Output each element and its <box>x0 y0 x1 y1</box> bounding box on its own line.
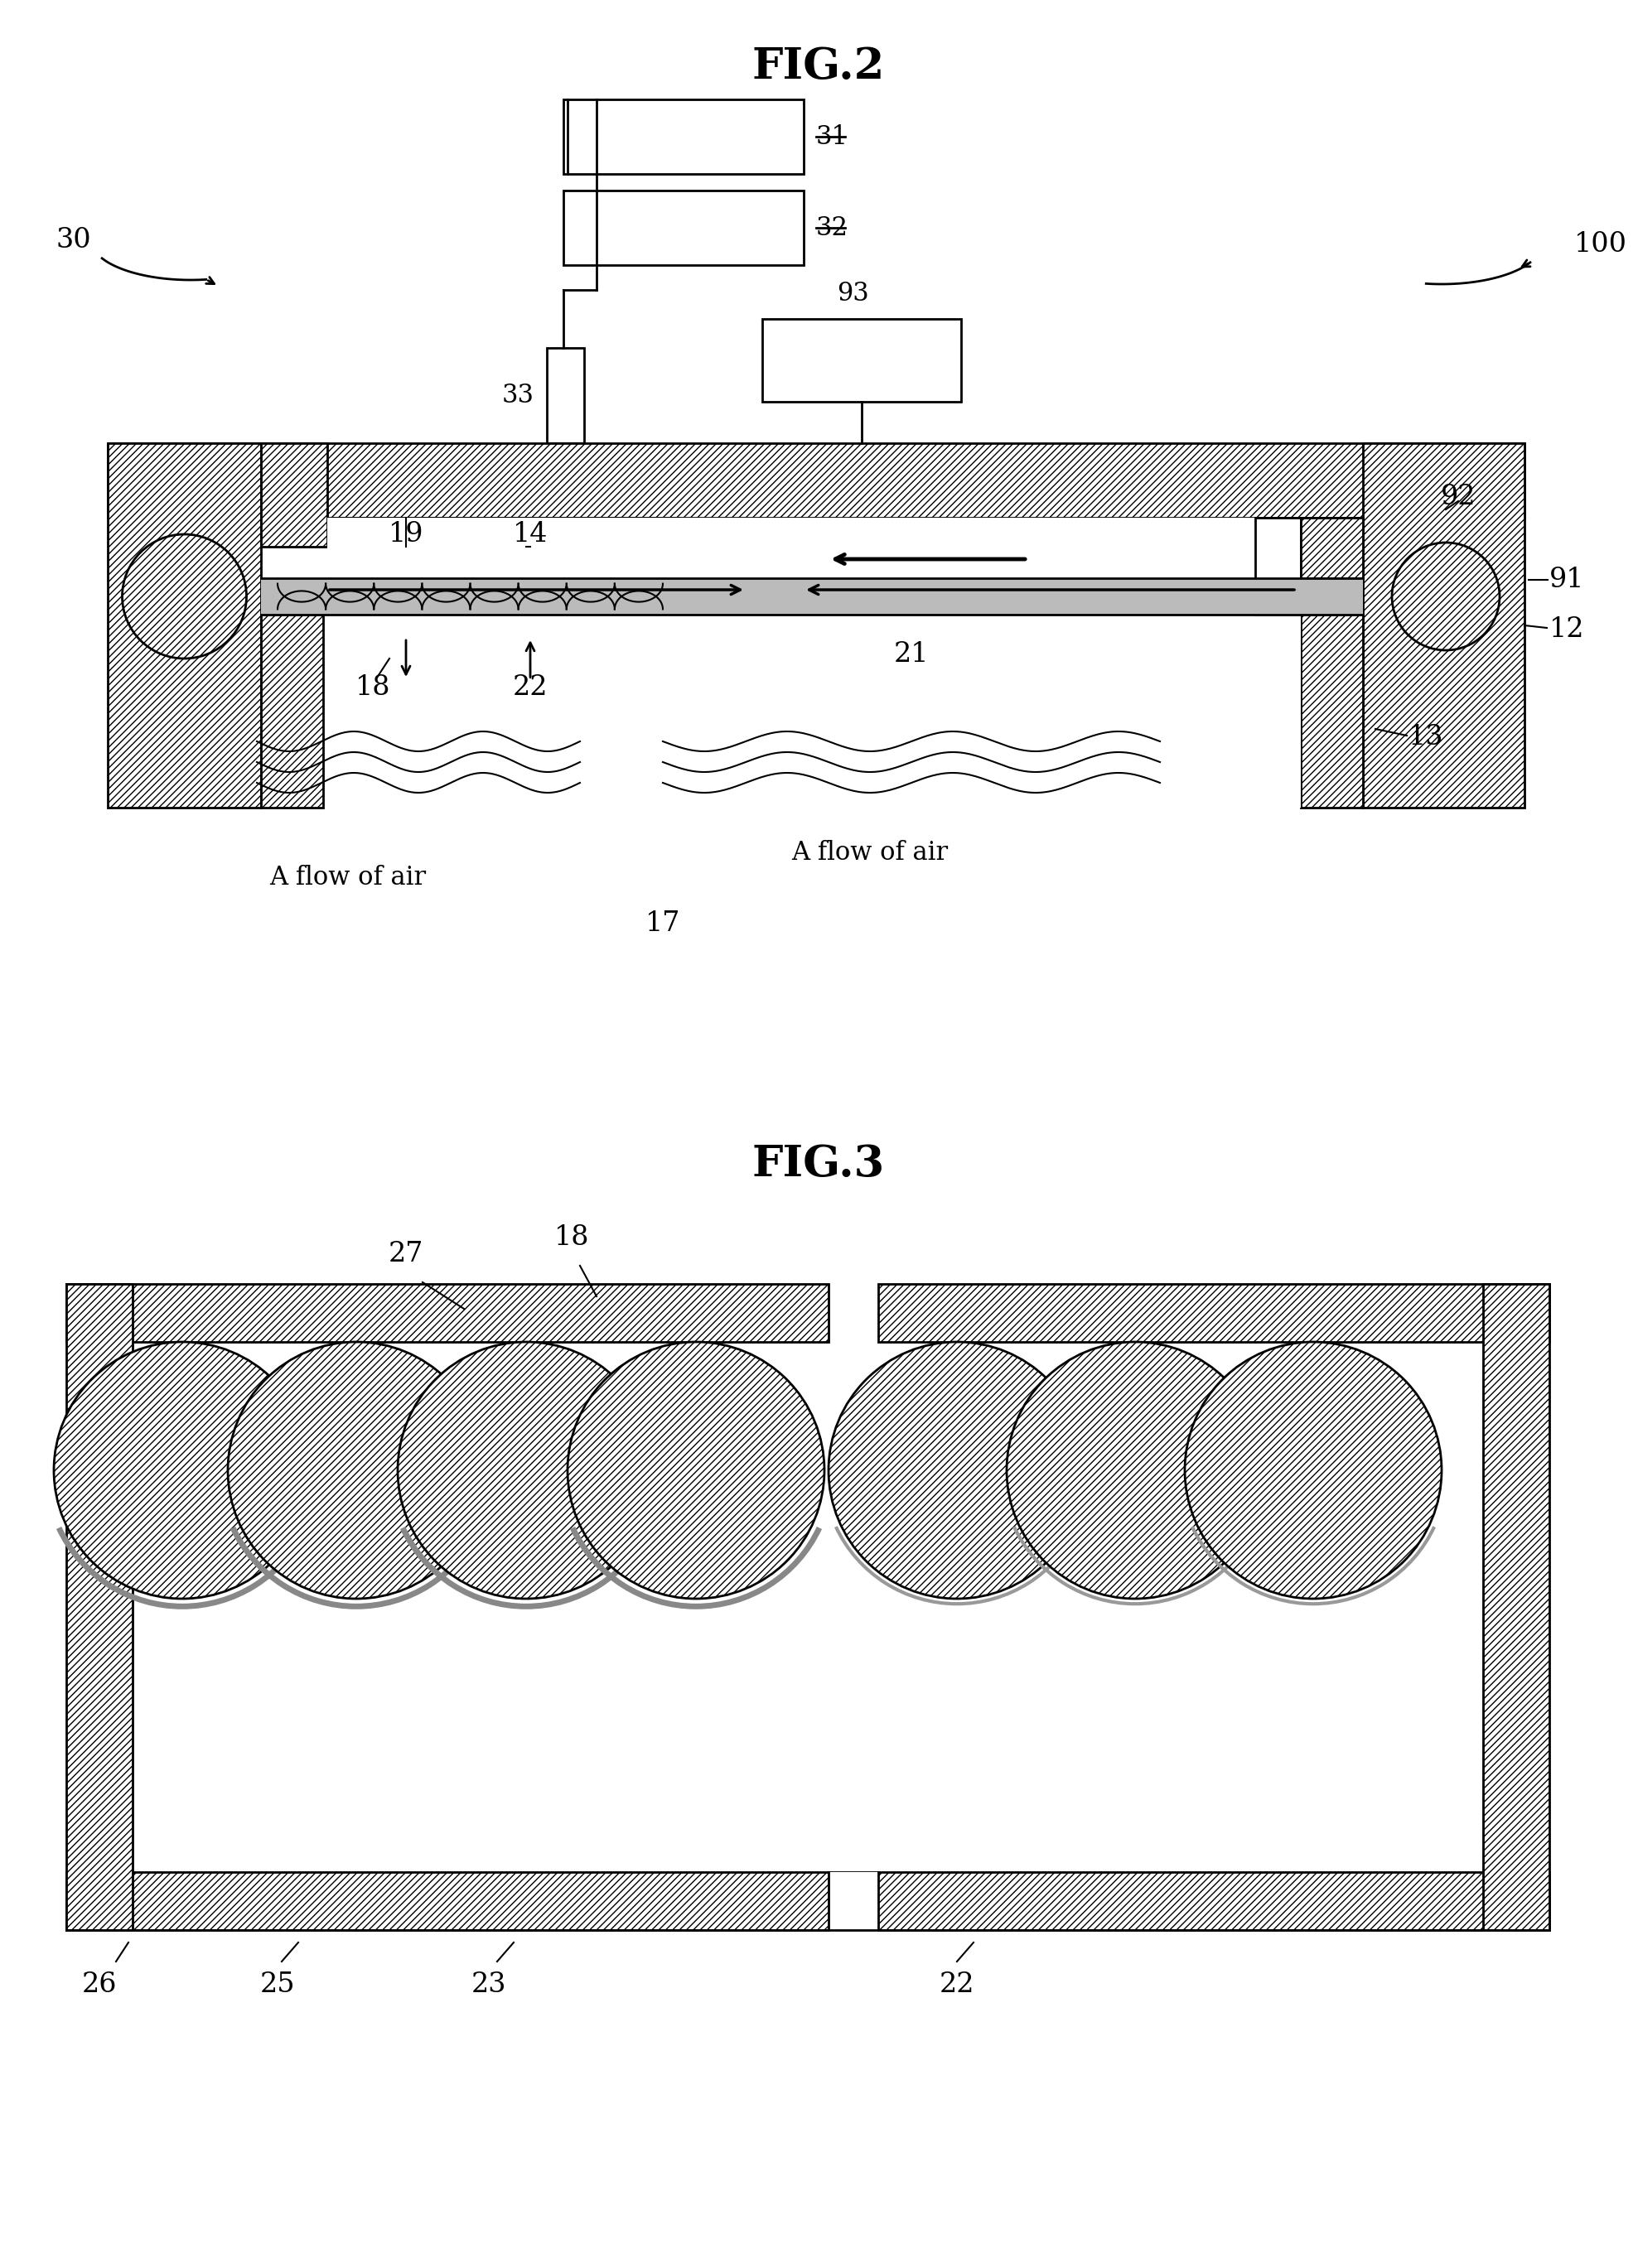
Bar <box>108 442 260 807</box>
Text: 31: 31 <box>816 125 848 150</box>
Bar <box>66 1284 133 1930</box>
Text: 25: 25 <box>260 1971 295 1998</box>
Text: 22: 22 <box>513 674 547 701</box>
Text: 22: 22 <box>939 1971 975 1998</box>
Bar <box>1301 517 1363 578</box>
Circle shape <box>1007 1343 1263 1599</box>
Circle shape <box>228 1343 485 1599</box>
Bar <box>1301 615 1363 807</box>
Text: 17: 17 <box>645 909 680 937</box>
Bar <box>328 517 1301 807</box>
Text: 91: 91 <box>1550 567 1584 594</box>
Text: 26: 26 <box>82 1971 116 1998</box>
Bar <box>66 1871 1550 1930</box>
Bar <box>260 615 323 807</box>
Text: 33: 33 <box>503 383 534 408</box>
Bar <box>1363 442 1525 807</box>
Text: 30: 30 <box>56 227 92 254</box>
Bar <box>829 1871 878 1935</box>
Bar <box>108 442 1525 517</box>
Text: A flow of air: A flow of air <box>791 841 948 866</box>
Text: 93: 93 <box>837 281 870 306</box>
Text: 12: 12 <box>1550 617 1584 642</box>
Text: 32: 32 <box>816 215 848 240</box>
Bar <box>260 578 1363 615</box>
Text: 18: 18 <box>554 1225 590 1250</box>
Text: FIG.3: FIG.3 <box>752 1143 885 1186</box>
Bar <box>547 347 585 442</box>
Bar <box>563 191 804 265</box>
Text: 13: 13 <box>1409 723 1443 751</box>
Text: A flow of air: A flow of air <box>270 864 426 891</box>
Circle shape <box>1184 1343 1441 1599</box>
Bar <box>762 320 962 401</box>
Circle shape <box>567 1343 824 1599</box>
Text: 14: 14 <box>513 522 547 547</box>
Bar <box>1255 517 1301 615</box>
Circle shape <box>398 1343 655 1599</box>
Text: 23: 23 <box>472 1971 506 1998</box>
Text: 21: 21 <box>894 642 929 667</box>
Bar <box>563 100 804 175</box>
Circle shape <box>123 535 246 658</box>
Bar <box>878 1284 1550 1343</box>
Bar <box>260 442 328 547</box>
Text: 27: 27 <box>388 1241 424 1268</box>
Circle shape <box>54 1343 311 1599</box>
Circle shape <box>829 1343 1086 1599</box>
Text: 18: 18 <box>355 674 390 701</box>
Circle shape <box>1392 542 1500 651</box>
Text: 100: 100 <box>1574 231 1627 259</box>
Text: 19: 19 <box>388 522 424 547</box>
Bar <box>66 1284 829 1343</box>
Text: 92: 92 <box>1440 483 1476 510</box>
Bar <box>331 517 680 708</box>
Text: FIG.2: FIG.2 <box>752 45 885 88</box>
Bar <box>1482 1284 1550 1930</box>
